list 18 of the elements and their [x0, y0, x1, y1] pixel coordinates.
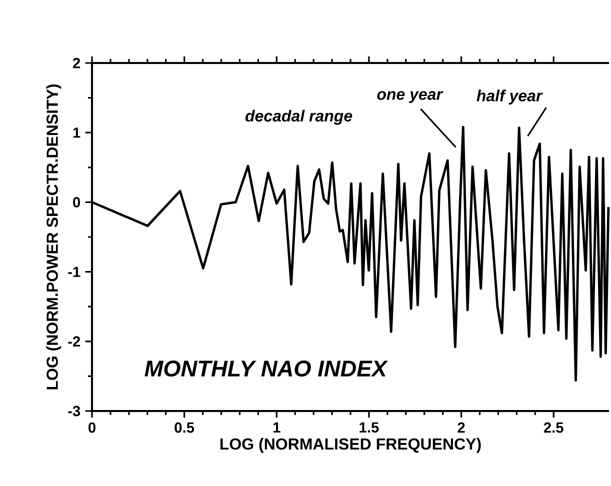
x-tick-label: 1 [273, 422, 280, 432]
y-tick-label: 1 [73, 128, 80, 138]
x-tick-label: 1.5 [360, 422, 379, 433]
y-tick-label: 0 [73, 197, 80, 208]
annotation: decadal range [245, 110, 352, 125]
annotation: MONTHLY NAO INDEX [144, 360, 388, 377]
y-tick-label: 2 [72, 58, 80, 68]
y-tick-label: -1 [68, 266, 80, 277]
y-tick-label: -3 [68, 406, 80, 416]
x-tick-label: 0 [88, 422, 96, 433]
x-axis-title: LOG (NORMALISED FREQUENCY) [220, 438, 481, 453]
annotation: half year [476, 90, 543, 105]
x-tick-label: 0.5 [174, 422, 194, 433]
y-tick-label: -2 [68, 336, 80, 347]
x-tick-label: 2.5 [544, 422, 564, 433]
x-tick-label: 2 [458, 422, 465, 433]
annotation: one year [377, 91, 444, 104]
y-axis-title: LOG (NORM.POWER SPECTR.DENSITY) [46, 84, 62, 390]
